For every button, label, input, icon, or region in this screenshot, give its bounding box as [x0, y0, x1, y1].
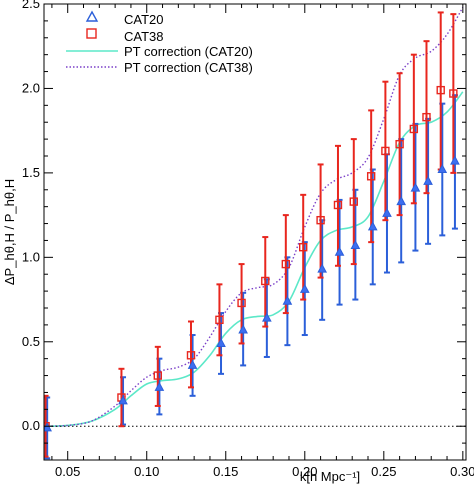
x-tick-label: 0.30	[450, 464, 474, 479]
cat38-square-marker	[153, 371, 162, 380]
x-tick-label: 0.10	[134, 464, 159, 479]
cat38-square-marker	[349, 197, 358, 206]
cat20-triangle-marker	[238, 324, 248, 334]
y-axis-label: ΔP_hθ,H / P_hθ,H	[2, 179, 17, 285]
legend-item-cat38: CAT38	[86, 28, 164, 44]
plot-area: 0.05 0.10 0.15 0.20 0.25 0.30 0.0 0.5 1.0 1.5 2.0 2…	[22, 0, 474, 479]
cat20-triangle-marker	[396, 196, 407, 206]
plot-frame	[43, 3, 467, 461]
cat38-square-marker	[395, 139, 404, 149]
x-tick-label: 0.20	[292, 464, 317, 479]
cat38-square-marker	[449, 89, 458, 98]
legend-item-pt20: PT correction (CAT20)	[66, 44, 253, 59]
cat20-triangle-marker	[334, 246, 345, 256]
x-tick-label: 0.05	[55, 464, 80, 479]
cat20-triangle-marker	[118, 395, 128, 405]
cat20-triangle-marker	[437, 163, 448, 174]
cat38-square-marker	[215, 315, 224, 325]
legend-label-cat38: CAT38	[124, 29, 164, 44]
y-tick-label: 0.0	[22, 418, 40, 433]
cat20-triangle-marker	[410, 182, 421, 192]
cat38-square-marker	[333, 200, 343, 210]
cat38-square-marker	[316, 215, 325, 225]
legend-triangle-marker	[85, 10, 99, 22]
legend-item-cat20: CAT20	[85, 10, 164, 27]
cat38-square-marker	[281, 259, 291, 269]
legend-square-marker	[86, 28, 97, 39]
x-axis-label: k[h Mpc⁻¹]	[300, 469, 360, 484]
cat38-square-marker	[409, 124, 419, 134]
cat38-square-marker	[436, 85, 445, 95]
cat20-triangle-marker	[44, 422, 52, 432]
cat20-triangle-marker	[216, 337, 226, 347]
cat20-triangle-marker	[423, 175, 433, 185]
cat20-triangle-marker	[154, 381, 165, 391]
legend-item-pt38: PT correction (CAT38)	[66, 60, 253, 75]
cat20-triangle-marker	[299, 283, 310, 293]
cat38-square-marker	[422, 112, 431, 122]
cat20-triangle-marker	[187, 359, 198, 369]
legend-label-pt20: PT correction (CAT20)	[124, 44, 253, 59]
cat38-square-marker	[186, 351, 196, 360]
cat38-square-marker	[261, 276, 270, 286]
cat20-triangle-marker	[350, 239, 361, 250]
legend: CAT20 CAT38 PT correction (CAT20) PT cor…	[66, 10, 253, 75]
cat20-triangle-marker	[367, 221, 378, 231]
tick-layer: 0.05 0.10 0.15 0.20 0.25 0.30 0.0 0.5 1.0 1.5 2.0 2…	[22, 0, 474, 479]
y-tick-label: 1.5	[22, 165, 40, 180]
x-tick-label: 0.15	[213, 464, 238, 479]
cat20-triangle-marker	[317, 263, 328, 273]
cat20-triangle-marker	[382, 207, 392, 217]
y-tick-label: 2.0	[22, 80, 40, 95]
cat20-triangle-marker	[282, 295, 293, 305]
cat38-square-marker	[299, 242, 308, 252]
cat38-square-marker	[381, 146, 390, 156]
cat38-square-marker	[366, 172, 376, 181]
x-tick-label: 0.25	[371, 464, 396, 479]
legend-label-pt38: PT correction (CAT38)	[124, 60, 253, 75]
cat38-square-marker	[237, 298, 246, 308]
y-tick-label: 2.5	[22, 0, 40, 11]
marker-layer	[44, 85, 460, 432]
cat20-triangle-marker	[450, 155, 460, 165]
y-tick-label: 0.5	[22, 334, 40, 349]
legend-label-cat20: CAT20	[124, 12, 164, 27]
y-tick-label: 1.0	[22, 249, 40, 264]
cat20-triangle-marker	[262, 312, 272, 322]
